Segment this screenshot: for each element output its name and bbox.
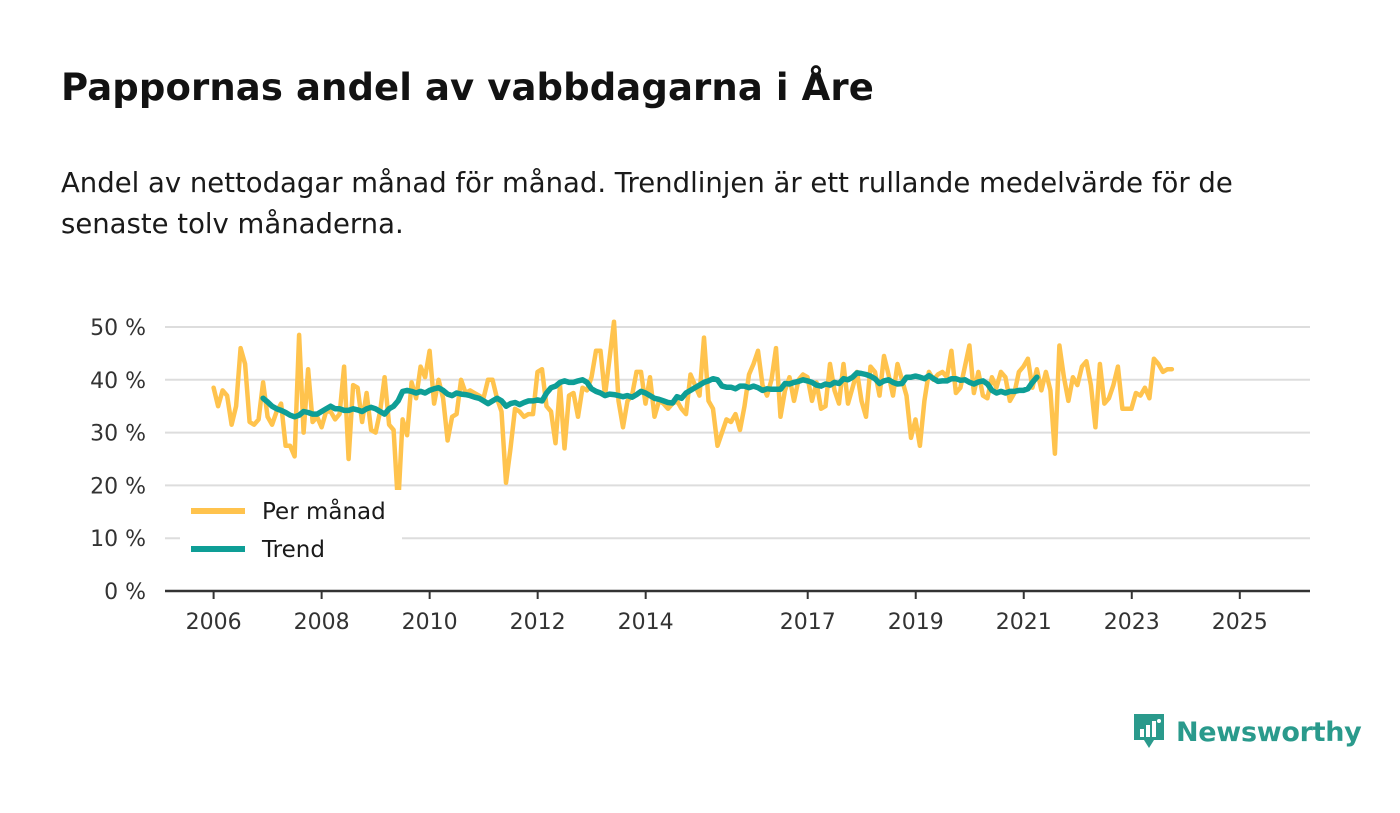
- y-tick-label: 10 %: [90, 527, 146, 552]
- series-line-trend: [260, 370, 1040, 420]
- x-tick-label: 2006: [186, 610, 242, 635]
- chart-subtitle: Andel av nettodagar månad för månad. Tre…: [61, 167, 1233, 240]
- x-tick-label: 2017: [780, 610, 836, 635]
- x-tick-label: 2012: [510, 610, 566, 635]
- x-tick-label: 2014: [618, 610, 674, 635]
- legend-label-per-manad: Per månad: [262, 497, 386, 525]
- newsworthy-logo: Newsworthy: [1132, 712, 1362, 752]
- legend: Per månad Trend: [180, 490, 402, 570]
- y-tick-label: 30 %: [90, 422, 146, 447]
- series-line-per-manad: [211, 319, 1175, 509]
- newsworthy-logo-text: Newsworthy: [1176, 716, 1362, 748]
- chart-title: Pappornas andel av vabbdagarna i Åre: [61, 66, 874, 109]
- newsworthy-logo-icon: [1134, 714, 1164, 748]
- series-layer: [211, 319, 1175, 509]
- legend-background: [180, 490, 402, 570]
- x-tick-label: 2010: [402, 610, 458, 635]
- y-tick-label: 0 %: [104, 580, 146, 605]
- y-axis-ticks: 0 % 10 % 20 % 30 % 40 % 50 %: [90, 316, 146, 605]
- legend-label-trend: Trend: [261, 537, 325, 563]
- x-tick-label: 2019: [888, 610, 944, 635]
- x-axis-ticks: 2006 2008 2010 2012 2014 2017 2019 2021 2023 2025: [186, 591, 1268, 635]
- y-tick-label: 40 %: [90, 369, 146, 394]
- x-tick-label: 2025: [1212, 610, 1268, 635]
- y-tick-label: 20 %: [90, 474, 146, 499]
- x-tick-label: 2008: [294, 610, 350, 635]
- x-tick-label: 2021: [996, 610, 1052, 635]
- x-tick-label: 2023: [1104, 610, 1160, 635]
- y-tick-label: 50 %: [90, 316, 146, 341]
